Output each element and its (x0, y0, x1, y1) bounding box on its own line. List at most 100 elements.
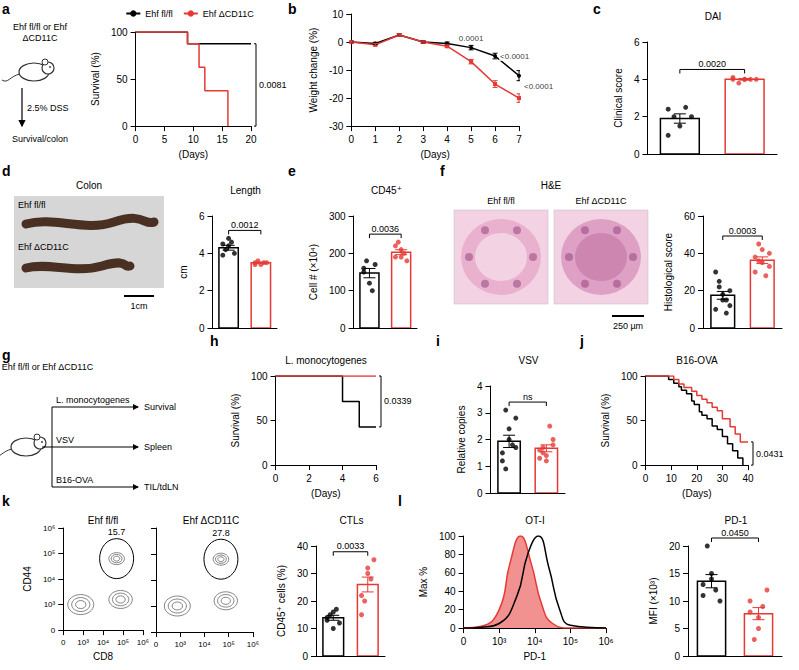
svg-text:VSV: VSV (56, 435, 74, 445)
svg-text:0.0036: 0.0036 (372, 224, 400, 234)
svg-text:4: 4 (444, 134, 450, 145)
svg-text:CD45⁺ cells (%): CD45⁺ cells (%) (276, 565, 287, 637)
svg-text:0.0001: 0.0001 (459, 34, 484, 43)
svg-text:CTLs: CTLs (340, 515, 364, 526)
svg-text:Survival/colon: Survival/colon (12, 134, 68, 144)
svg-text:Ehf fl/fl: Ehf fl/fl (88, 515, 119, 526)
svg-text:0.0081: 0.0081 (259, 80, 287, 90)
svg-text:250 µm: 250 µm (613, 321, 643, 331)
svg-text:0: 0 (302, 651, 308, 662)
svg-text:100: 100 (439, 531, 456, 542)
svg-text:Clinical score: Clinical score (613, 68, 624, 128)
svg-text:Colon: Colon (76, 180, 102, 191)
svg-text:0: 0 (199, 323, 205, 334)
svg-text:10⁵: 10⁵ (223, 640, 235, 649)
svg-text:Weight change (%): Weight change (%) (308, 28, 319, 113)
svg-text:10⁵: 10⁵ (563, 636, 578, 647)
svg-text:50: 50 (626, 415, 638, 426)
svg-text:0: 0 (133, 134, 139, 145)
svg-text:L. monocytogenes: L. monocytogenes (285, 355, 367, 366)
svg-text:15: 15 (217, 134, 229, 145)
svg-text:0: 0 (262, 460, 268, 471)
svg-text:2: 2 (477, 434, 483, 445)
svg-text:OT-I: OT-I (525, 515, 544, 526)
svg-text:5: 5 (162, 134, 168, 145)
svg-text:0: 0 (634, 149, 640, 160)
svg-text:Histological score: Histological score (663, 232, 674, 311)
svg-text:0.0012: 0.0012 (231, 220, 259, 230)
svg-text:0: 0 (461, 636, 467, 647)
svg-text:0: 0 (51, 626, 56, 635)
svg-text:200: 200 (329, 248, 346, 259)
svg-text:20: 20 (691, 473, 703, 484)
svg-text:10³: 10³ (492, 636, 507, 647)
svg-text:100: 100 (111, 27, 128, 38)
svg-text:40: 40 (742, 473, 754, 484)
svg-text:1: 1 (477, 461, 483, 472)
svg-text:20: 20 (444, 604, 456, 615)
svg-text:<0.0001: <0.0001 (500, 52, 530, 61)
svg-text:100: 100 (621, 371, 638, 382)
svg-text:6: 6 (634, 37, 640, 48)
svg-text:10: 10 (188, 134, 200, 145)
svg-text:Survival (%): Survival (%) (230, 394, 241, 448)
svg-text:0: 0 (340, 323, 346, 334)
svg-text:40: 40 (297, 541, 309, 552)
svg-text:Spleen: Spleen (144, 442, 172, 452)
svg-text:4: 4 (340, 473, 346, 484)
svg-text:PD-1: PD-1 (523, 651, 546, 662)
svg-text:0: 0 (273, 473, 279, 484)
svg-text:10: 10 (669, 596, 681, 607)
svg-text:0: 0 (338, 37, 344, 48)
svg-text:Length: Length (230, 185, 261, 196)
svg-text:0: 0 (643, 473, 649, 484)
svg-text:300: 300 (329, 211, 346, 222)
svg-text:27.8: 27.8 (212, 528, 230, 538)
svg-text:20: 20 (245, 134, 257, 145)
svg-text:Ehf ΔCD11C: Ehf ΔCD11C (576, 196, 627, 206)
svg-text:Ehf fl/fl: Ehf fl/fl (487, 196, 515, 206)
svg-text:0.0020: 0.0020 (698, 59, 726, 69)
svg-text:0: 0 (122, 121, 128, 132)
svg-text:B16-OVA: B16-OVA (56, 475, 93, 485)
svg-text:15.7: 15.7 (108, 527, 126, 537)
svg-text:CD45⁺: CD45⁺ (371, 185, 402, 196)
svg-text:VSV: VSV (518, 355, 538, 366)
svg-text:Ehf fl/fl: Ehf fl/fl (145, 9, 173, 19)
svg-text:0.0003: 0.0003 (729, 226, 757, 236)
svg-text:<0.0001: <0.0001 (524, 82, 554, 91)
svg-text:10⁵: 10⁵ (43, 549, 55, 558)
svg-text:0: 0 (154, 640, 159, 649)
svg-text:10³: 10³ (174, 640, 186, 649)
svg-text:Survival (%): Survival (%) (90, 52, 101, 106)
svg-text:H&E: H&E (541, 180, 562, 191)
svg-text:CD44: CD44 (22, 566, 33, 592)
svg-text:TIL/tdLN: TIL/tdLN (144, 482, 179, 492)
svg-text:0: 0 (689, 323, 695, 334)
svg-text:10³: 10³ (77, 638, 89, 647)
svg-text:0: 0 (450, 623, 456, 634)
svg-text:DAI: DAI (705, 11, 722, 22)
svg-text:Cell # (×10⁴): Cell # (×10⁴) (308, 244, 319, 300)
svg-text:10⁶: 10⁶ (137, 638, 149, 647)
svg-text:50: 50 (256, 415, 268, 426)
svg-text:10: 10 (332, 9, 344, 20)
svg-text:CD8: CD8 (93, 651, 113, 662)
svg-text:10⁴: 10⁴ (198, 640, 211, 649)
svg-text:0: 0 (61, 638, 66, 647)
svg-text:6: 6 (373, 473, 379, 484)
svg-text:7: 7 (516, 134, 522, 145)
svg-text:40: 40 (684, 248, 696, 259)
svg-text:0.0033: 0.0033 (337, 541, 365, 551)
svg-text:5: 5 (468, 134, 474, 145)
svg-text:ns: ns (523, 392, 533, 402)
svg-text:0.0450: 0.0450 (721, 528, 749, 538)
svg-text:6: 6 (492, 134, 498, 145)
svg-text:80: 80 (444, 549, 456, 560)
svg-text:0: 0 (349, 134, 355, 145)
svg-text:20: 20 (297, 596, 309, 607)
svg-text:4: 4 (634, 74, 640, 85)
svg-text:0.0339: 0.0339 (384, 396, 412, 406)
svg-text:5: 5 (674, 623, 680, 634)
svg-text:10⁶: 10⁶ (598, 636, 613, 647)
